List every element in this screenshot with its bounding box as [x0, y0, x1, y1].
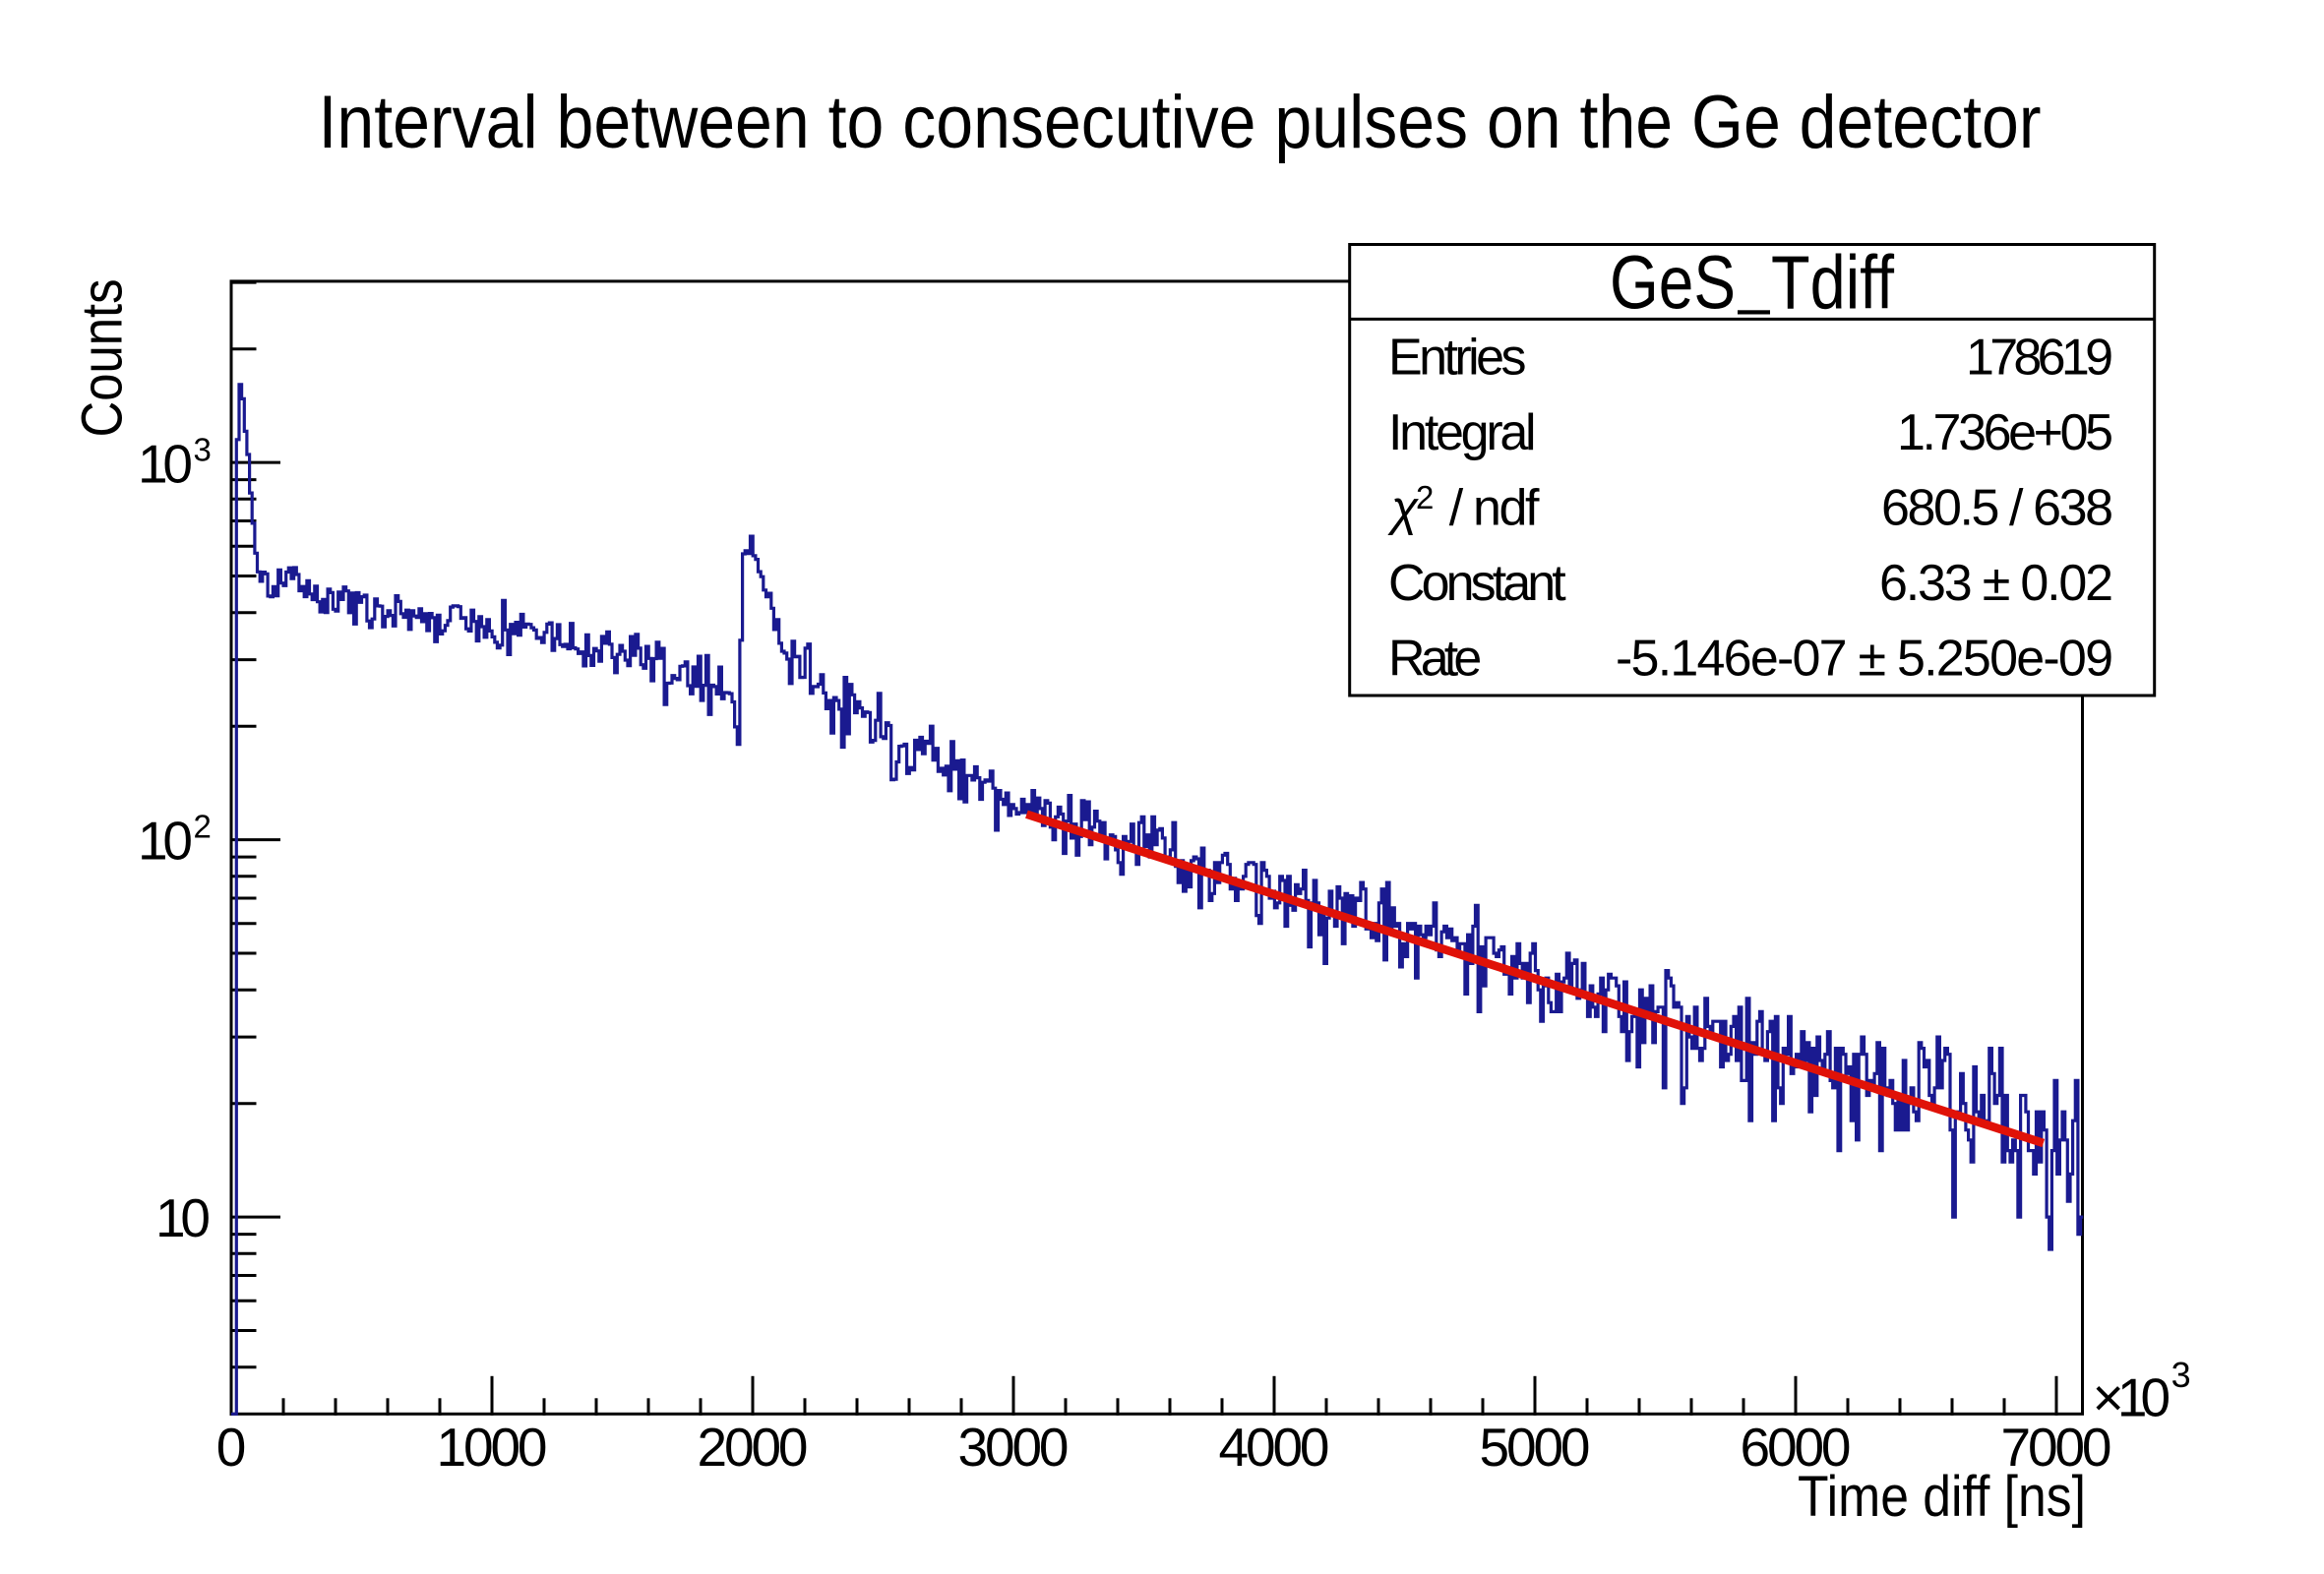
svg-text:Rate: Rate	[1388, 631, 1482, 688]
svg-text:Tdiff: Tdiff	[1771, 240, 1894, 325]
svg-text:5000: 5000	[1480, 1417, 1591, 1478]
svg-text:680.5 / 638: 680.5 / 638	[1881, 480, 2113, 537]
svg-text:1.736e+05: 1.736e+05	[1897, 404, 2113, 461]
svg-text:Counts: Counts	[71, 279, 135, 438]
svg-text:10: 10	[138, 810, 193, 871]
svg-text:-5.146e-07 ± 5.250e-09: -5.146e-07 ± 5.250e-09	[1616, 631, 2113, 688]
svg-text:1000: 1000	[437, 1417, 548, 1478]
svg-text:3000: 3000	[958, 1417, 1070, 1478]
svg-text:6.33 ± 0.02: 6.33 ± 0.02	[1879, 555, 2113, 612]
svg-text:2: 2	[1416, 479, 1434, 515]
svg-text:2: 2	[194, 809, 212, 845]
svg-text:10: 10	[138, 433, 193, 494]
svg-text:7000: 7000	[2001, 1417, 2112, 1478]
svg-text:χ: χ	[1387, 481, 1419, 536]
svg-text:3: 3	[194, 432, 212, 468]
svg-text:0: 0	[216, 1417, 247, 1478]
svg-text:×10: ×10	[2093, 1367, 2171, 1428]
svg-text:GeS: GeS	[1610, 240, 1736, 325]
svg-text:4000: 4000	[1219, 1417, 1330, 1478]
svg-text:2000: 2000	[698, 1417, 809, 1478]
svg-text:10: 10	[155, 1187, 211, 1248]
svg-text:3: 3	[2171, 1355, 2191, 1395]
svg-text:Constant: Constant	[1388, 555, 1566, 612]
svg-text:Integral: Integral	[1388, 404, 1537, 461]
svg-text:6000: 6000	[1741, 1417, 1852, 1478]
svg-text:/ ndf: / ndf	[1449, 480, 1540, 537]
svg-text:Entries: Entries	[1388, 330, 1527, 387]
svg-text:Time diff [ns]: Time diff [ns]	[1798, 1465, 2086, 1529]
svg-text:178619: 178619	[1966, 330, 2113, 387]
svg-text:Interval between to consecutiv: Interval between to consecutive pulses o…	[319, 81, 2042, 164]
